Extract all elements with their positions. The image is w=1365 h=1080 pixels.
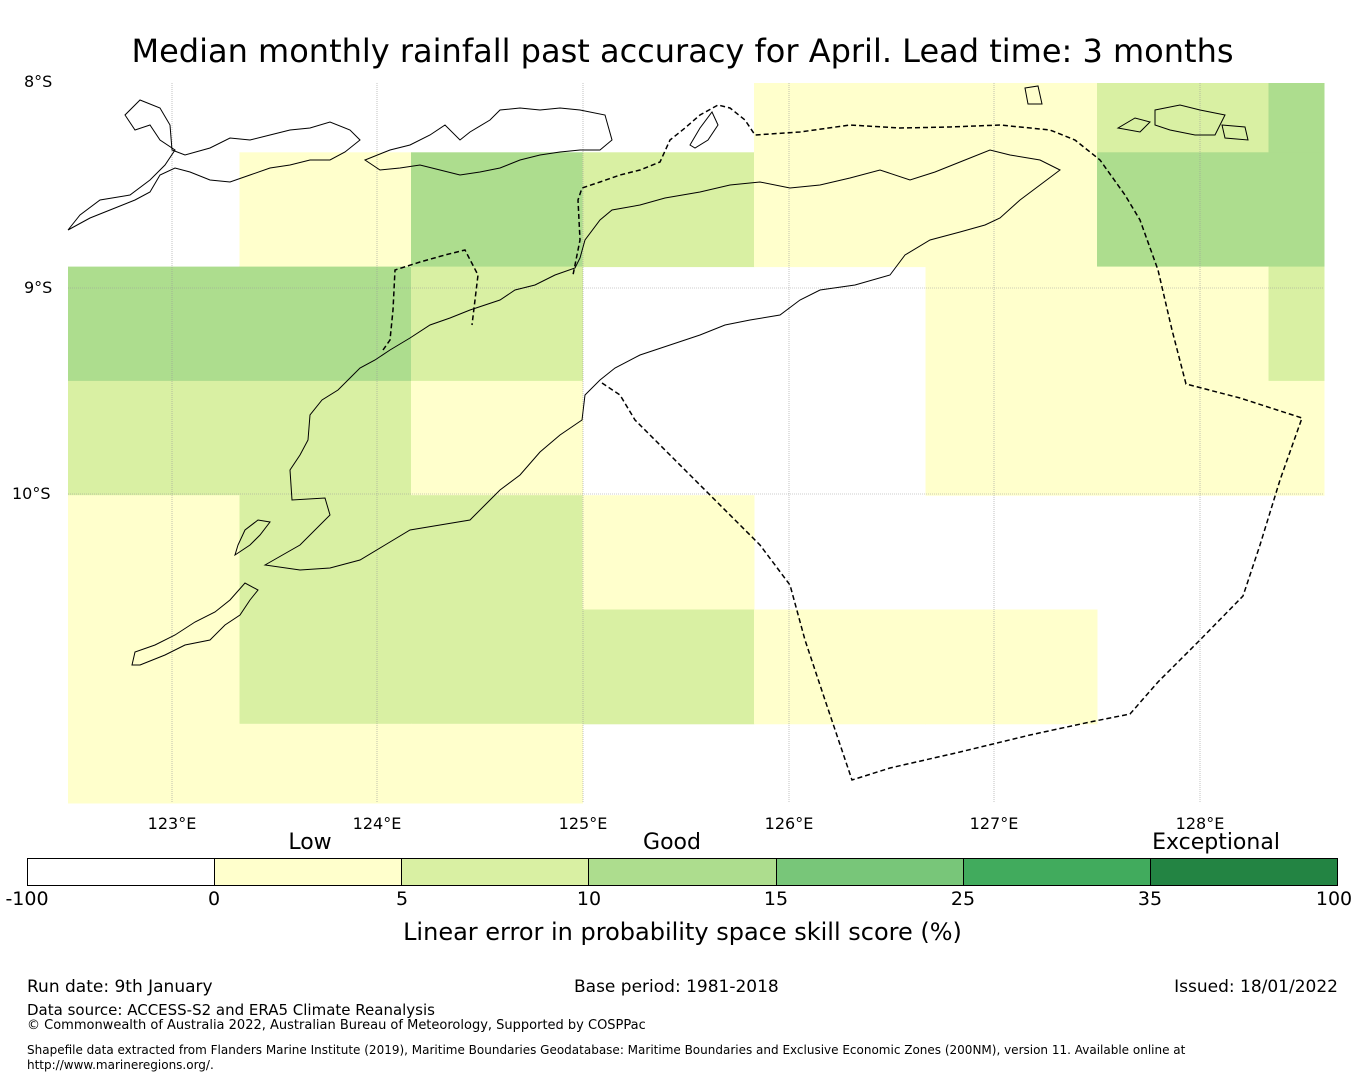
colorbar — [27, 858, 1338, 886]
colorbar-segment-4 — [589, 859, 777, 885]
grid-cell — [754, 83, 926, 153]
babar-coastline — [1154, 104, 1226, 136]
atauro-coastline — [689, 111, 719, 149]
grid-cell — [411, 609, 583, 725]
colorbar-tick-0: 0 — [207, 888, 221, 910]
grid-cell — [239, 266, 412, 382]
data-source: Data source: ACCESS-S2 and ERA5 Climate … — [27, 1001, 435, 1019]
grid-cell — [239, 152, 412, 268]
category-good: Good — [643, 830, 701, 855]
oecusse-eez-boundary — [382, 249, 479, 351]
colorbar-label: Linear error in probability space skill … — [403, 918, 962, 946]
grid-cell — [1097, 152, 1269, 268]
grid-cell — [1268, 380, 1325, 496]
grid-cell — [411, 152, 583, 268]
colorbar-segment-6 — [963, 859, 1151, 885]
grid-cell — [925, 152, 1098, 268]
grid-cell — [925, 266, 1098, 382]
small-island-3 — [1024, 85, 1043, 105]
colorbar-segment-5 — [776, 859, 964, 885]
colorbar-segment-1 — [28, 859, 216, 885]
lat-label-10s: 10°S — [12, 484, 51, 503]
grid-cell — [1268, 152, 1325, 268]
east-timor-eez-boundary — [572, 104, 1303, 781]
colorbar-tick-35: 35 — [1137, 888, 1163, 910]
lon-label-127e: 127°E — [969, 814, 1019, 833]
grid-cell — [411, 266, 583, 382]
grid-cell — [754, 609, 926, 725]
grid-cell — [411, 495, 583, 610]
category-exceptional: Exceptional — [1152, 830, 1280, 855]
grid-cell — [239, 495, 412, 610]
colorbar-tick-15: 15 — [763, 888, 789, 910]
grid-cell — [925, 380, 1098, 496]
colorbar-tick-5: 5 — [395, 888, 409, 910]
lon-label-124e: 124°E — [352, 814, 402, 833]
grid-cell — [1097, 266, 1269, 382]
grid-cell — [925, 83, 1098, 153]
grid-cell — [68, 723, 240, 804]
grid-cell — [68, 380, 240, 496]
rote-coastline — [131, 582, 259, 666]
lon-label-126e: 126°E — [764, 814, 814, 833]
alor-coastline — [67, 99, 361, 231]
grid-cell — [68, 609, 240, 725]
grid-cell — [1097, 380, 1269, 496]
map-area — [67, 83, 1325, 804]
skill-grid-cells — [68, 83, 1325, 804]
wetar-coastline — [363, 107, 613, 176]
graticule — [68, 83, 1324, 803]
base-period: Base period: 1981-2018 — [574, 977, 779, 997]
grid-cell — [239, 380, 412, 496]
coastlines — [67, 85, 1249, 666]
grid-cell — [582, 152, 755, 268]
shapefile-credit: Shapefile data extracted from Flanders M… — [27, 1043, 1186, 1072]
colorbar-segment-2 — [215, 859, 403, 885]
map-title: Median monthly rainfall past accuracy fo… — [131, 32, 1234, 70]
grid-cell — [925, 609, 1098, 725]
grid-cell — [68, 266, 240, 382]
grid-cell — [1268, 266, 1325, 382]
grid-cell — [411, 380, 583, 496]
colorbar-tick-100: 100 — [1315, 888, 1353, 910]
small-island-2 — [1221, 124, 1249, 141]
lon-label-128e: 128°E — [1175, 814, 1225, 833]
lon-label-125e: 125°E — [558, 814, 608, 833]
grid-cell — [411, 723, 583, 804]
colorbar-tick-10: 10 — [576, 888, 602, 910]
grid-cell — [1268, 83, 1325, 153]
grid-cell — [1097, 83, 1269, 153]
lat-label-9s: 9°S — [24, 278, 53, 297]
small-island-1 — [1116, 117, 1151, 133]
lat-label-8s: 8°S — [24, 72, 53, 91]
timor-coastline — [263, 149, 1061, 571]
grid-cell — [754, 152, 926, 268]
colorbar-segment-7 — [1150, 859, 1337, 885]
colorbar-tick-minus100: -100 — [5, 888, 49, 910]
eez-boundaries — [382, 104, 1303, 781]
lon-label-123e: 123°E — [147, 814, 197, 833]
grid-cell — [68, 495, 240, 610]
semau-coastline — [234, 519, 271, 557]
colorbar-tick-25: 25 — [950, 888, 976, 910]
grid-cell — [239, 723, 412, 804]
colorbar-segment-3 — [402, 859, 590, 885]
copyright: © Commonwealth of Australia 2022, Austra… — [27, 1018, 646, 1033]
category-low: Low — [288, 830, 332, 855]
grid-cell — [239, 609, 412, 725]
grid-cell — [582, 495, 755, 610]
issued-date: Issued: 18/01/2022 — [1174, 977, 1338, 997]
run-date: Run date: 9th January — [27, 977, 213, 997]
grid-cell — [582, 609, 755, 725]
